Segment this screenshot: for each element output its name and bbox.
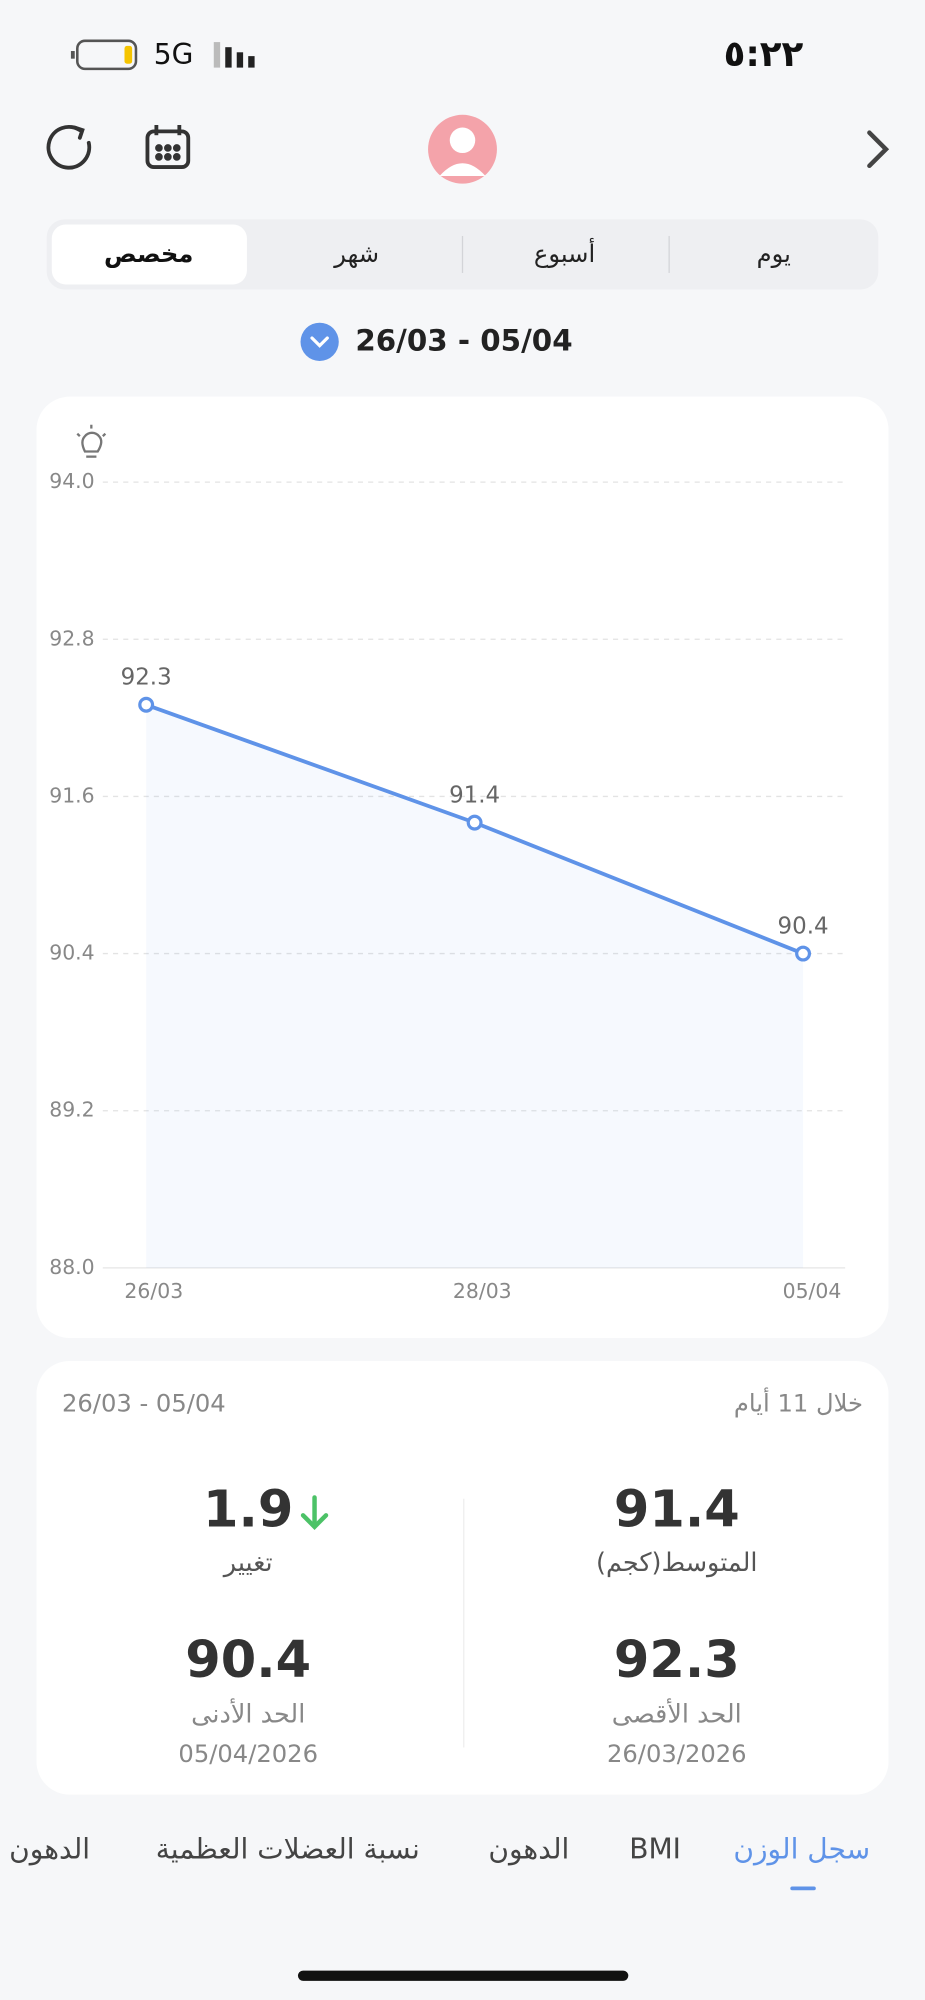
- time: ٥:٢٢: [724, 34, 804, 75]
- avatar[interactable]: [428, 114, 497, 184]
- average-value: 91.4: [614, 1481, 740, 1540]
- value-label: 92.3: [121, 664, 172, 690]
- calendar-button[interactable]: [145, 125, 191, 170]
- area: [146, 704, 804, 1268]
- min-label: الحد الأدنى: [191, 1697, 305, 1730]
- bottom-tab[interactable]: الدهون: [488, 1833, 569, 1866]
- value-label: 90.4: [778, 913, 829, 939]
- min-value: 90.4: [185, 1631, 311, 1690]
- min-date: 05/04/2026: [178, 1740, 318, 1768]
- x-tick-label: 05/04: [783, 1279, 842, 1303]
- tab[interactable]: أسبوع: [534, 238, 595, 268]
- y-tick-label: 89.2: [49, 1098, 94, 1122]
- bottom-tab[interactable]: BMI: [629, 1833, 681, 1866]
- max-label: الحد الأقصى: [612, 1697, 742, 1730]
- tab[interactable]: مخصص: [104, 240, 193, 268]
- y-tick-label: 90.4: [49, 941, 94, 965]
- value-label: 91.4: [449, 782, 500, 808]
- signal: [213, 42, 255, 68]
- tab[interactable]: شهر: [333, 240, 379, 268]
- x-tick-label: 26/03: [124, 1279, 183, 1303]
- tab[interactable]: يوم: [757, 240, 791, 268]
- down-arrow: [300, 1495, 329, 1530]
- point: [795, 945, 812, 962]
- y-tick-label: 94.0: [49, 469, 94, 493]
- date-range[interactable]: 26/03 - 05/04: [355, 323, 572, 357]
- point: [138, 696, 155, 713]
- tip-icon[interactable]: [76, 424, 107, 458]
- x-tick-label: 28/03: [453, 1279, 512, 1303]
- refresh-button[interactable]: [46, 124, 92, 170]
- max-value: 92.3: [614, 1631, 740, 1690]
- summary-range: 26/03 - 05/04: [62, 1389, 226, 1417]
- max-date: 26/03/2026: [607, 1740, 747, 1768]
- tab-selected: [51, 224, 247, 285]
- battery: [70, 39, 138, 71]
- average-label: المتوسط(كجم): [596, 1548, 758, 1578]
- tab-indicator: [790, 1886, 816, 1891]
- bottom-tab[interactable]: الدهون: [9, 1833, 90, 1866]
- change-label: تغيير: [222, 1548, 273, 1578]
- chart: 88.0 89.2 90.4 91.6 92.8 94.0 26/03 28/03 05/04 9…: [49, 469, 846, 1303]
- point: [466, 814, 483, 831]
- y-tick-label: 91.6: [49, 783, 94, 807]
- next-button[interactable]: [867, 130, 890, 169]
- bottom-tab[interactable]: نسبة العضلات العظمية: [156, 1833, 420, 1866]
- date-picker[interactable]: [300, 322, 339, 361]
- network: 5G: [154, 38, 194, 71]
- summary-card: [36, 1360, 889, 1795]
- chart-card: [36, 396, 889, 1339]
- y-tick-label: 92.8: [49, 626, 94, 650]
- y-tick-label: 88.0: [49, 1255, 94, 1279]
- bottom-tab[interactable]: سجل الوزن: [733, 1833, 870, 1866]
- change-value: 1.9: [203, 1481, 293, 1540]
- summary-period: خلال 11 أيام: [734, 1387, 863, 1417]
- home-indicator: [297, 1970, 629, 1981]
